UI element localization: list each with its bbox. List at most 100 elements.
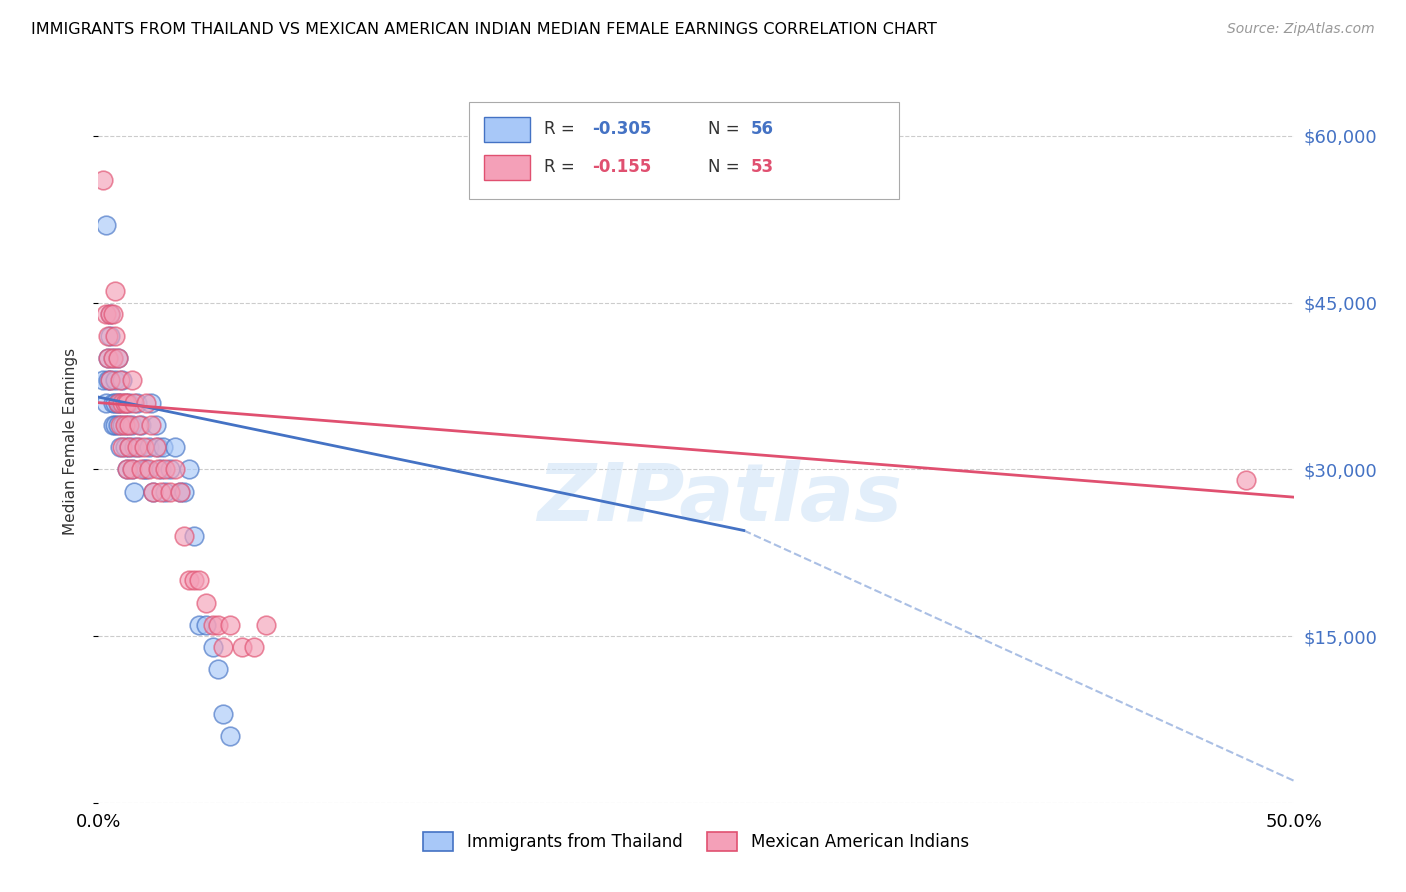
Point xyxy=(94,307,117,321)
Point xyxy=(104,329,127,343)
Point xyxy=(148,440,170,454)
Point xyxy=(124,484,146,499)
Point xyxy=(107,351,129,366)
Point xyxy=(111,440,134,454)
Point xyxy=(91,173,114,187)
Point xyxy=(118,440,141,454)
Point xyxy=(114,440,136,454)
Point xyxy=(169,484,191,499)
Text: Source: ZipAtlas.com: Source: ZipAtlas.com xyxy=(1227,22,1375,37)
Point xyxy=(94,395,117,409)
Point xyxy=(173,484,195,499)
Point xyxy=(121,462,143,476)
Point xyxy=(125,440,148,454)
Text: 56: 56 xyxy=(751,120,773,138)
Point xyxy=(149,462,172,476)
Point xyxy=(124,395,146,409)
Point xyxy=(98,329,122,343)
Text: ZIPatlas: ZIPatlas xyxy=(537,460,903,539)
Point xyxy=(138,462,160,476)
Point xyxy=(207,662,229,676)
Point xyxy=(114,395,136,409)
Point xyxy=(132,462,155,476)
Point xyxy=(115,417,138,432)
Point xyxy=(94,218,117,232)
Point xyxy=(98,373,122,387)
FancyBboxPatch shape xyxy=(485,154,530,180)
Point xyxy=(101,351,124,366)
Text: N =: N = xyxy=(709,158,745,176)
Point xyxy=(107,417,129,432)
Point xyxy=(97,329,120,343)
Point xyxy=(145,417,167,432)
Point xyxy=(97,351,120,366)
Text: R =: R = xyxy=(544,120,581,138)
Point xyxy=(118,440,141,454)
Point xyxy=(155,484,177,499)
Point xyxy=(135,462,157,476)
Point xyxy=(155,462,177,476)
Point xyxy=(121,417,143,432)
Point xyxy=(179,574,201,588)
Point xyxy=(138,440,160,454)
Legend: Immigrants from Thailand, Mexican American Indians: Immigrants from Thailand, Mexican Americ… xyxy=(415,823,977,860)
Point xyxy=(111,417,134,432)
Point xyxy=(131,462,153,476)
Point xyxy=(98,307,122,321)
Point xyxy=(97,373,120,387)
Point xyxy=(163,462,186,476)
Point xyxy=(108,373,131,387)
Point xyxy=(187,618,209,632)
Point xyxy=(104,395,127,409)
Y-axis label: Median Female Earnings: Median Female Earnings xyxy=(63,348,77,535)
Text: R =: R = xyxy=(544,158,581,176)
Point xyxy=(125,395,148,409)
Point xyxy=(183,529,205,543)
Point xyxy=(159,484,181,499)
Point xyxy=(219,618,242,632)
FancyBboxPatch shape xyxy=(470,102,900,200)
Point xyxy=(108,440,131,454)
Point xyxy=(195,596,218,610)
Point xyxy=(118,395,141,409)
Point xyxy=(104,285,127,299)
Point xyxy=(104,417,127,432)
Point xyxy=(132,440,155,454)
Point xyxy=(211,640,233,655)
Point xyxy=(121,462,143,476)
Point xyxy=(115,462,138,476)
Point xyxy=(118,417,141,432)
Point xyxy=(183,574,205,588)
Point xyxy=(101,307,124,321)
Text: IMMIGRANTS FROM THAILAND VS MEXICAN AMERICAN INDIAN MEDIAN FEMALE EARNINGS CORRE: IMMIGRANTS FROM THAILAND VS MEXICAN AMER… xyxy=(31,22,936,37)
Point xyxy=(97,351,120,366)
Point xyxy=(98,373,122,387)
Point xyxy=(115,395,138,409)
Point xyxy=(104,373,127,387)
Text: N =: N = xyxy=(709,120,745,138)
Point xyxy=(231,640,253,655)
Point xyxy=(101,351,124,366)
Point xyxy=(179,462,201,476)
Point xyxy=(142,484,165,499)
Point xyxy=(101,395,124,409)
Point xyxy=(139,417,162,432)
Point xyxy=(169,484,191,499)
Point xyxy=(135,395,157,409)
Point xyxy=(254,618,277,632)
Point xyxy=(152,440,174,454)
Point xyxy=(107,395,129,409)
Point xyxy=(163,440,186,454)
Point xyxy=(131,417,153,432)
Point xyxy=(128,440,150,454)
Point xyxy=(173,529,195,543)
Point xyxy=(202,618,225,632)
Point xyxy=(149,484,172,499)
Point xyxy=(207,618,229,632)
Point xyxy=(108,395,131,409)
Point xyxy=(121,373,143,387)
Point xyxy=(195,618,218,632)
Text: -0.305: -0.305 xyxy=(592,120,651,138)
FancyBboxPatch shape xyxy=(485,117,530,143)
Point xyxy=(128,417,150,432)
